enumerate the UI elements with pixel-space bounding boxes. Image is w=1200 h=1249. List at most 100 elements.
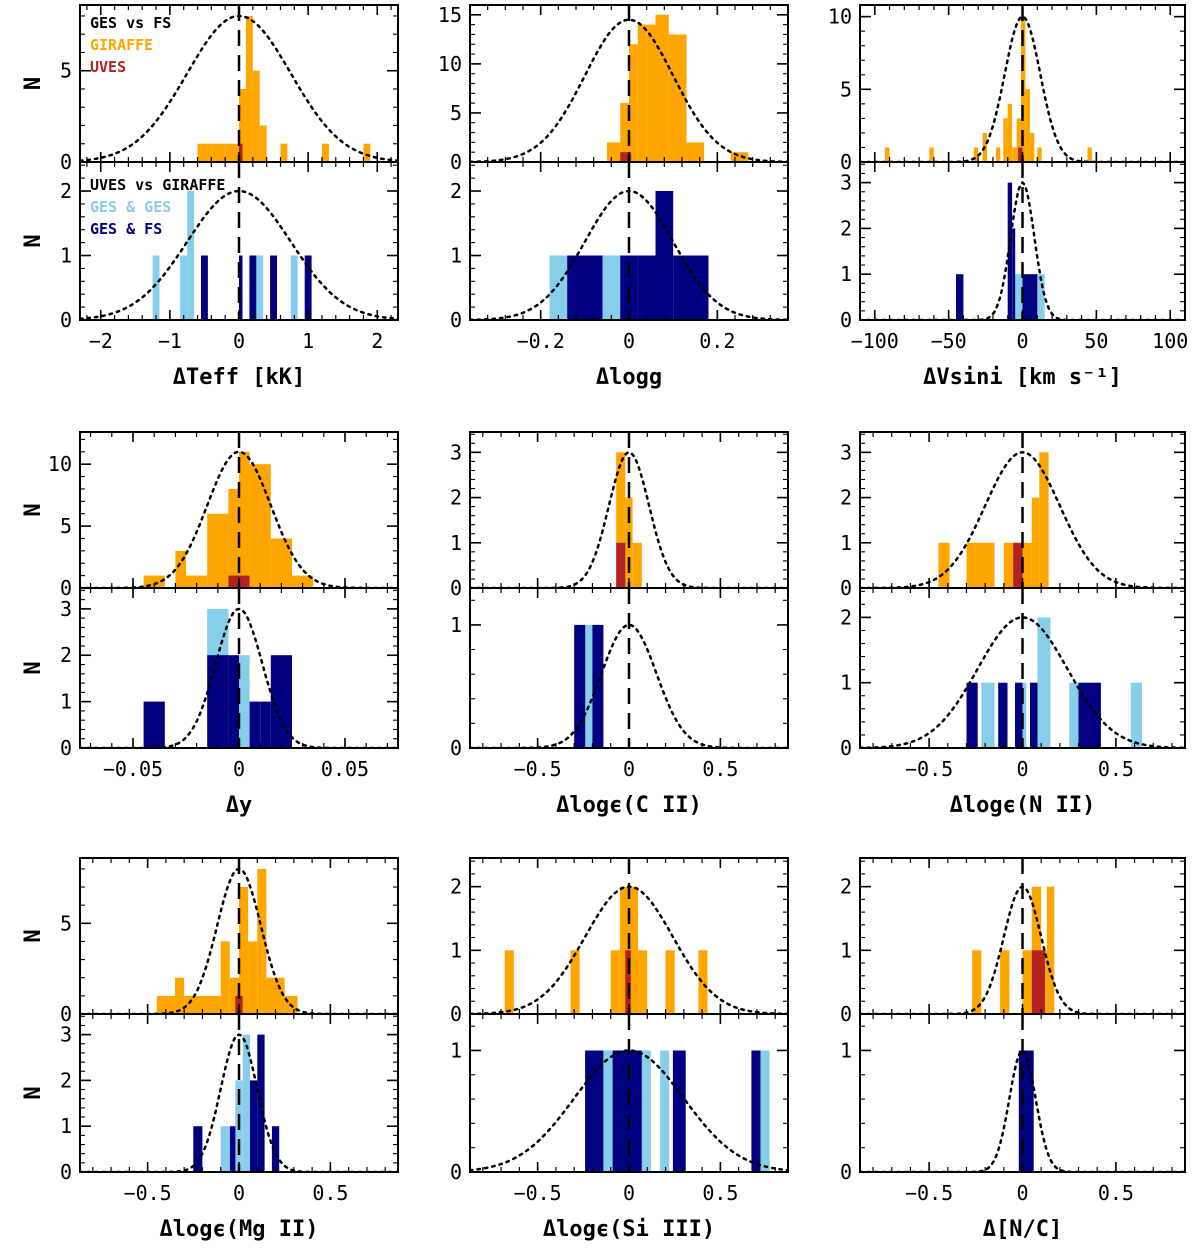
x-tick-label: 0 bbox=[1016, 329, 1028, 353]
histogram-bar bbox=[290, 255, 298, 320]
x-tick-label: 0.2 bbox=[699, 329, 735, 353]
gaussian-curve bbox=[470, 18, 788, 162]
y-tick-label: 5 bbox=[60, 911, 72, 935]
histogram-bar bbox=[207, 655, 229, 748]
histogram-bar bbox=[603, 1050, 613, 1172]
subplot-bottom: 0 1 2 3 N bbox=[21, 587, 399, 760]
histogram-bar bbox=[616, 452, 626, 588]
y-tick-label: 10 bbox=[828, 5, 852, 29]
histogram-bar bbox=[998, 682, 1008, 748]
histogram-bar bbox=[629, 886, 639, 1014]
histogram-bar bbox=[629, 44, 638, 162]
histogram-bar bbox=[686, 142, 705, 162]
x-tick-label: −0.05 bbox=[103, 757, 163, 781]
histogram-bar bbox=[1022, 950, 1032, 1014]
histogram-bar bbox=[1037, 617, 1051, 748]
histogram-bar bbox=[1046, 886, 1055, 1014]
x-tick-label: 0 bbox=[233, 1181, 245, 1205]
histogram-bar bbox=[668, 34, 687, 162]
subplot-top: 0 1 2 3 bbox=[840, 431, 1186, 600]
x-tick-label: 0.5 bbox=[312, 1181, 348, 1205]
histogram-bar bbox=[655, 14, 669, 162]
histogram-bar bbox=[239, 655, 250, 748]
subplot-bottom: 01 bbox=[450, 1013, 789, 1184]
histogram-bar bbox=[1016, 118, 1021, 162]
y-tick-label: 3 bbox=[60, 597, 72, 621]
histogram-bar bbox=[660, 1050, 670, 1172]
x-axis-label: Δlogg bbox=[596, 365, 662, 390]
histogram-bar bbox=[156, 995, 176, 1014]
y-tick-label: 2 bbox=[450, 486, 462, 510]
histogram-bar bbox=[646, 24, 656, 162]
subplot-bottom: 0 1 2 3 bbox=[840, 161, 1186, 332]
subplot-top: 0 5 10 N bbox=[21, 431, 399, 600]
y-tick-label: 3 bbox=[840, 440, 852, 464]
histogram-bar bbox=[1003, 542, 1014, 588]
y-tick-label: 0 bbox=[840, 576, 852, 600]
histogram-bar bbox=[549, 255, 568, 320]
histogram-bar bbox=[1031, 950, 1045, 1014]
y-tick-label: 1 bbox=[840, 938, 852, 962]
histogram-bar bbox=[193, 1126, 203, 1172]
histogram-bar bbox=[751, 1050, 761, 1172]
legend-entry: GES vs FS bbox=[90, 14, 171, 32]
histogram-bar bbox=[1030, 682, 1038, 748]
x-axis-label: ΔTeff [kK] bbox=[173, 365, 305, 390]
histogram-bar bbox=[665, 950, 675, 1014]
histogram-bar bbox=[1022, 542, 1032, 588]
histogram-bar bbox=[637, 24, 647, 162]
histogram-bar bbox=[363, 143, 371, 162]
plot-area bbox=[80, 432, 398, 588]
gaussian-curve bbox=[860, 451, 1185, 588]
y-tick-label: 0 bbox=[840, 308, 852, 332]
histogram-bar bbox=[245, 16, 253, 162]
x-tick-label: −1 bbox=[158, 329, 182, 353]
histogram-bar bbox=[271, 1126, 280, 1172]
panel-3: 0 5 10 N 0 1 2 3 N −0.05 0 0.05 Δy bbox=[21, 431, 399, 818]
y-tick-label: 0 bbox=[60, 1160, 72, 1184]
histogram-bar bbox=[252, 70, 260, 162]
gaussian-curve bbox=[80, 607, 398, 748]
plot-area bbox=[470, 5, 788, 162]
subplot-top: 0 5 10 bbox=[828, 4, 1186, 174]
histogram-bar bbox=[1000, 950, 1010, 1014]
gaussian-curve bbox=[470, 189, 788, 320]
gaussian-curve bbox=[470, 885, 788, 1014]
histogram-bar bbox=[619, 886, 629, 1014]
subplot-bottom: 01 bbox=[840, 1013, 1186, 1184]
histogram-bar bbox=[672, 1050, 686, 1172]
x-tick-label: 0.5 bbox=[702, 757, 738, 781]
histogram-bar bbox=[1037, 274, 1045, 320]
legend-entry: UVES vs GIRAFFE bbox=[90, 176, 225, 194]
subplot-bottom: 0 1 2 3 N bbox=[21, 1013, 399, 1184]
x-axis-label: ΔVsini [km s⁻¹] bbox=[923, 365, 1122, 390]
histogram-bar bbox=[197, 143, 212, 162]
plot-area bbox=[860, 858, 1185, 1014]
gaussian-curve bbox=[80, 14, 398, 162]
histogram-bar bbox=[585, 624, 593, 748]
x-tick-label: −0.5 bbox=[905, 757, 953, 781]
y-tick-label: 0 bbox=[60, 576, 72, 600]
plot-area bbox=[470, 162, 788, 320]
histogram-bar bbox=[239, 255, 243, 320]
histogram-bar bbox=[638, 950, 648, 1014]
y-axis-label: N bbox=[21, 503, 46, 516]
plot-area bbox=[80, 5, 398, 162]
histogram-bar bbox=[270, 655, 292, 748]
histogram-bar bbox=[225, 143, 239, 162]
histogram-bar bbox=[1003, 118, 1008, 162]
y-axis-label: N bbox=[21, 661, 46, 674]
histogram-bar bbox=[229, 1126, 236, 1172]
histogram-bar bbox=[250, 1080, 258, 1172]
subplot-bottom: 0 1 2 bbox=[840, 587, 1186, 760]
histogram-bar bbox=[956, 274, 964, 320]
y-tick-label: 1 bbox=[840, 262, 852, 286]
histogram-bar bbox=[270, 255, 277, 320]
x-tick-label: 2 bbox=[371, 329, 383, 353]
histogram-bar bbox=[280, 143, 288, 162]
y-tick-label: 2 bbox=[60, 643, 72, 667]
y-tick-label: 2 bbox=[450, 875, 462, 899]
histogram-bar bbox=[1012, 228, 1016, 320]
y-tick-label: 1 bbox=[60, 244, 72, 268]
